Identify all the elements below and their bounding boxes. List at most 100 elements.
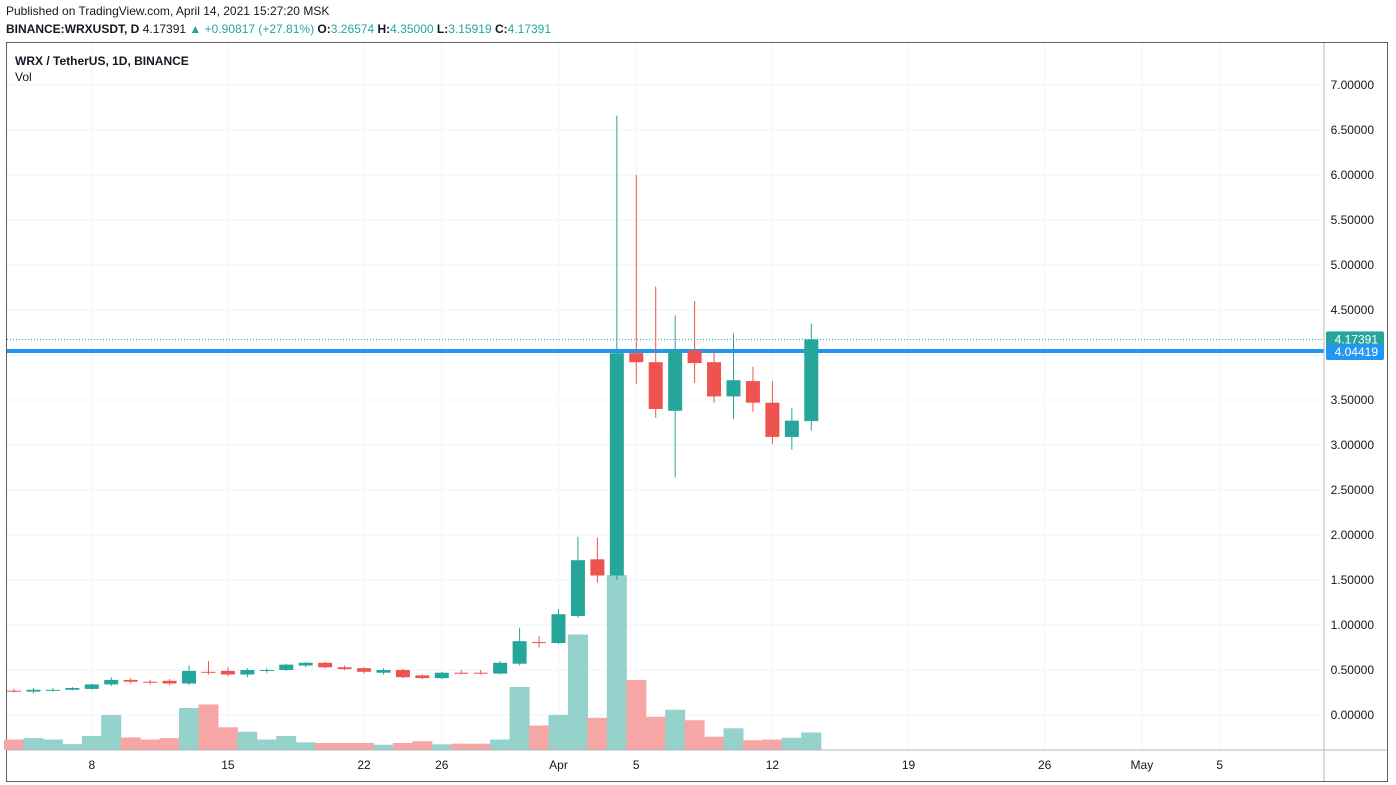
volume-bar [373,744,394,750]
close-label: C: [494,22,508,36]
y-tick-label: 7.00000 [1331,78,1375,92]
candle-body [318,662,333,668]
candle-body [745,381,760,403]
chart-legend: WRX / TetherUS, 1D, BINANCE Vol [15,53,189,85]
volume-bar [781,737,802,750]
volume-bar [42,739,63,750]
legend-symbol: WRX / TetherUS, 1D, BINANCE [15,54,189,68]
candle-body [395,670,410,678]
volume-bars [4,575,822,750]
y-tick-label: 6.50000 [1331,123,1375,137]
candle-body [162,680,177,684]
low-value: 3.15919 [448,22,492,36]
x-tick-label: May [1131,758,1154,772]
volume-bar [295,742,316,750]
candle-body [707,362,722,397]
volume-bar [179,708,200,750]
volume-bar [354,743,375,750]
symbol-label: BINANCE:WRXUSDT, D [6,22,140,36]
y-tick-label: 2.50000 [1331,483,1375,497]
volume-bar [801,732,822,750]
candle-body [668,350,683,411]
x-tick-label: 15 [221,758,235,772]
x-tick-label: 12 [766,758,780,772]
candle-body [123,679,138,682]
volume-bar [237,731,258,750]
y-tick-label: 5.00000 [1331,258,1375,272]
volume-bar [315,743,336,750]
volume-bar [120,737,141,750]
candle-body [473,672,488,674]
candle-body [279,664,294,670]
volume-bar [470,743,491,750]
y-tick-label: 3.50000 [1331,393,1375,407]
last-price-tag [1326,331,1384,348]
chart-header: Published on TradingView.com, April 14, … [6,0,1386,42]
volume-bar [412,741,433,750]
candle-body [7,690,21,692]
volume-bar [548,715,569,750]
support-line-tag [1326,344,1384,361]
candle-body [687,350,702,364]
open-value: 3.26574 [330,22,375,36]
y-tick-label: 1.50000 [1331,573,1375,587]
volume-bar [684,720,705,750]
volume-bar [101,715,122,750]
volume-bar [334,743,355,750]
candle-body [784,420,799,437]
candle-body [648,362,663,409]
candle-body [45,689,60,691]
candle-body [182,670,197,684]
y-tick-label: 1.00000 [1331,618,1375,632]
candle-body [590,559,605,576]
close-value: 4.17391 [507,22,552,36]
volume-bar [431,744,452,750]
horizontal-line [7,338,1324,354]
volume-bar [4,739,24,750]
candle-body [220,670,235,675]
candle-body [26,689,41,692]
x-tick-label: Apr [549,758,568,772]
candle-body [65,688,80,690]
candle-body [201,671,216,673]
y-tick-label: 0.00000 [1331,708,1375,722]
candle-body [434,672,449,679]
price-change: +0.90817 (+27.81%) [204,22,315,36]
up-arrow-icon: ▲ [189,22,202,36]
volume-bar [451,743,472,750]
candle-body [143,681,158,683]
volume-bar [529,725,550,750]
candle-body [357,668,372,672]
grid [7,43,1324,750]
volume-bar [256,739,277,750]
candle-body [512,641,527,664]
volume-bar [62,744,83,750]
published-notice: Published on TradingView.com, April 14, … [6,4,330,18]
x-tick-label: 22 [357,758,371,772]
y-tick-label: 0.50000 [1331,663,1375,677]
candle-body [104,679,119,685]
high-label: H: [377,22,391,36]
y-tick-label: 6.00000 [1331,168,1375,182]
volume-bar [606,575,627,750]
volume-bar [140,739,161,750]
y-tick-label: 5.50000 [1331,213,1375,227]
open-label: O: [317,22,331,36]
volume-bar [198,704,219,750]
volume-bar [626,680,647,750]
candle-body [454,672,469,674]
candle-body [609,353,624,576]
candle-body [493,662,508,674]
y-tick-label: 4.50000 [1331,303,1375,317]
volume-bar [159,738,180,750]
candle-body [570,560,585,616]
x-tick-label: 5 [633,758,640,772]
candle-body [532,642,547,644]
candle-body [629,353,644,363]
x-tick-label: 5 [1216,758,1223,772]
candle-body [240,670,255,675]
volume-bar [723,728,744,750]
volume-bar [23,738,44,750]
volume-bar [762,739,783,750]
